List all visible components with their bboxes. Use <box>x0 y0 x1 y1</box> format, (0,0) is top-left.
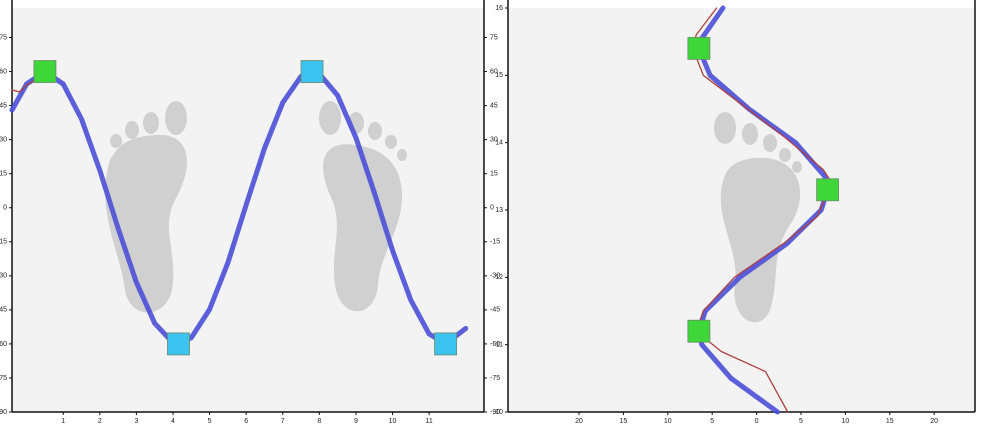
y-tick-label: -45 <box>490 307 500 314</box>
y-tick-label: 15 <box>490 171 498 178</box>
y-tick-label: 75 <box>490 34 498 41</box>
y-tick-label: 75 <box>0 34 7 41</box>
y-tick-label: 15 <box>0 171 7 178</box>
y-tick-label: 15 <box>495 72 503 79</box>
x-tick-label: 20 <box>575 418 583 425</box>
x-tick-label: 5 <box>799 418 803 425</box>
y-tick-label: 45 <box>0 102 7 109</box>
y-tick-label: 10 <box>495 409 503 416</box>
y-tick-label: 16 <box>495 5 503 12</box>
y-tick-label: -45 <box>0 307 7 314</box>
y-tick-label: 13 <box>495 207 503 214</box>
x-tick-label: 3 <box>134 418 138 425</box>
x-tick-label: 9 <box>354 418 358 425</box>
x-tick-label: 8 <box>317 418 321 425</box>
y-tick-label: 0 <box>490 205 494 212</box>
y-tick-label: 0 <box>3 205 7 212</box>
x-tick-label: 2 <box>98 418 102 425</box>
x-tick-label: 10 <box>664 418 672 425</box>
screen: 7575606045453030151500-15-15-30-30-45-45… <box>0 0 992 426</box>
y-tick-label: -75 <box>0 375 7 382</box>
marker <box>301 61 323 83</box>
marker <box>167 333 189 355</box>
x-tick-label: 7 <box>281 418 285 425</box>
marker <box>688 320 710 342</box>
y-tick-label: 14 <box>495 140 503 147</box>
x-tick-label: 0 <box>755 418 759 425</box>
marker <box>435 333 457 355</box>
marker <box>34 61 56 83</box>
x-tick-label: 20 <box>930 418 938 425</box>
y-tick-label: -30 <box>0 273 7 280</box>
y-tick-label: -15 <box>0 239 7 246</box>
x-tick-label: 10 <box>389 418 397 425</box>
y-tick-label: 30 <box>0 136 7 143</box>
x-tick-label: 15 <box>620 418 628 425</box>
x-tick-label: 15 <box>886 418 894 425</box>
y-tick-label: 11 <box>496 342 503 349</box>
y-tick-label: 45 <box>490 102 498 109</box>
x-tick-label: 10 <box>841 418 849 425</box>
y-tick-label: -75 <box>490 375 500 382</box>
y-tick-label: -60 <box>0 341 7 348</box>
y-tick-label: -90 <box>0 409 7 416</box>
x-tick-label: 11 <box>425 418 432 425</box>
x-tick-label: 1 <box>61 418 65 425</box>
x-tick-label: 6 <box>244 418 248 425</box>
x-tick-label: 5 <box>710 418 714 425</box>
y-tick-label: 60 <box>0 68 7 75</box>
x-tick-label: 4 <box>171 418 175 425</box>
marker <box>817 179 839 201</box>
y-tick-label: -15 <box>490 239 500 246</box>
marker <box>688 37 710 59</box>
x-tick-label: 5 <box>208 418 212 425</box>
y-tick-label: 12 <box>495 274 503 281</box>
plot-background <box>12 8 484 412</box>
